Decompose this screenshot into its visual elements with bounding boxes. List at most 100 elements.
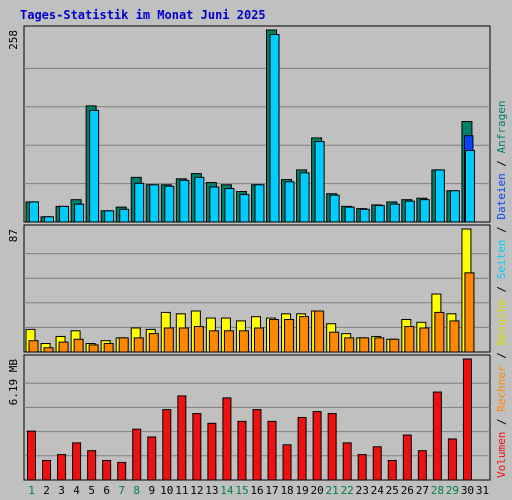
- x-tick-label: 27: [416, 484, 429, 497]
- legend-separator: /: [495, 220, 508, 240]
- bar-seiten: [374, 205, 385, 223]
- x-tick-label: 28: [431, 484, 444, 497]
- bar-seiten: [89, 109, 100, 223]
- bar-seiten: [284, 181, 295, 223]
- bar-seiten: [74, 203, 85, 223]
- bar-seiten: [254, 184, 265, 223]
- bar-seiten: [464, 150, 475, 223]
- panel-bottom: 6.19 MB: [7, 354, 491, 481]
- x-tick-label: 5: [88, 484, 95, 497]
- bar-seiten: [29, 201, 39, 223]
- x-tick-label: 14: [220, 484, 234, 497]
- bar-seiten: [359, 208, 370, 223]
- bar-seiten: [119, 208, 130, 223]
- x-tick-label: 29: [446, 484, 459, 497]
- x-tick-label: 19: [295, 484, 308, 497]
- bar-seiten: [329, 194, 340, 223]
- bar-volumen: [402, 434, 412, 481]
- x-tick-label: 9: [148, 484, 155, 497]
- x-tick-label: 23: [356, 484, 369, 497]
- bar-rechner: [374, 337, 385, 353]
- x-tick-label: 26: [401, 484, 414, 497]
- bar-volumen: [177, 395, 187, 481]
- bar-seiten: [149, 184, 160, 223]
- panel-middle: 87: [7, 224, 491, 353]
- bar-volumen: [267, 420, 277, 481]
- bar-volumen: [192, 413, 202, 481]
- bar-seiten: [224, 188, 235, 223]
- legend-item: Dateien: [495, 173, 508, 219]
- bar-volumen: [297, 416, 307, 481]
- bar-volumen: [132, 428, 142, 481]
- bar-rechner: [449, 320, 460, 353]
- bar-volumen: [207, 422, 217, 481]
- bar-volumen: [447, 438, 457, 481]
- legend-text: Volumen / Rechner / Besuche / Seiten / D…: [495, 100, 508, 478]
- bar-volumen: [57, 454, 67, 481]
- bar-rechner: [329, 331, 340, 353]
- bar-rechner: [73, 338, 84, 353]
- bar-seiten: [434, 169, 445, 223]
- x-tick-label: 20: [311, 484, 324, 497]
- legend-separator: /: [495, 153, 508, 173]
- bar-seiten: [449, 190, 460, 223]
- x-tick-label: 8: [133, 484, 140, 497]
- bar-rechner: [223, 330, 234, 353]
- bar-volumen: [417, 450, 427, 481]
- x-tick-label: 21: [326, 484, 339, 497]
- bar-rechner: [178, 327, 189, 353]
- bar-volumen: [327, 413, 337, 481]
- x-tick-label: 10: [160, 484, 173, 497]
- bar-seiten: [239, 193, 250, 223]
- bar-rechner: [389, 338, 400, 353]
- bar-rechner: [299, 316, 310, 353]
- legend-separator: /: [495, 279, 508, 299]
- chart-title: Tages-Statistik im Monat Juni 2025: [20, 8, 266, 22]
- bar-rechner: [193, 326, 204, 353]
- bar-seiten: [404, 200, 415, 223]
- bar-rechner: [118, 337, 129, 353]
- x-tick-label: 7: [118, 484, 125, 497]
- bar-rechner: [28, 340, 39, 353]
- bar-volumen: [372, 446, 382, 481]
- x-tick-label: 25: [386, 484, 399, 497]
- legend-separator: /: [495, 412, 508, 432]
- bar-seiten: [44, 216, 55, 223]
- bar-rechner: [43, 347, 54, 353]
- bar-volumen: [312, 411, 322, 481]
- bar-volumen: [72, 442, 82, 481]
- bar-seiten: [209, 186, 220, 223]
- bar-rechner: [359, 337, 370, 353]
- bar-rechner: [314, 310, 325, 353]
- bar-seiten: [314, 141, 325, 223]
- bar-volumen: [342, 442, 352, 481]
- panel-max-label: 6.19 MB: [7, 359, 20, 406]
- bar-seiten: [389, 203, 400, 223]
- bar-volumen: [282, 444, 292, 481]
- bar-rechner: [253, 327, 264, 353]
- bar-seiten: [269, 33, 280, 223]
- bar-volumen: [237, 420, 247, 481]
- x-tick-label: 1: [28, 484, 35, 497]
- x-tick-label: 16: [250, 484, 263, 497]
- x-tick-label: 17: [265, 484, 278, 497]
- x-tick-label: 2: [43, 484, 50, 497]
- bar-rechner: [344, 337, 355, 353]
- bar-seiten: [59, 205, 70, 223]
- bar-rechner: [434, 311, 445, 353]
- bar-rechner: [238, 330, 249, 353]
- bar-volumen: [462, 358, 472, 481]
- bar-rechner: [419, 327, 430, 353]
- bar-seiten: [299, 172, 310, 223]
- x-tick-label: 24: [371, 484, 385, 497]
- x-tick-label: 22: [341, 484, 354, 497]
- x-tick-label: 13: [205, 484, 218, 497]
- bar-seiten: [164, 185, 175, 223]
- bar-rechner: [88, 344, 99, 353]
- bar-volumen: [387, 459, 397, 481]
- bar-rechner: [464, 272, 475, 353]
- bar-volumen: [102, 459, 112, 481]
- bar-volumen: [222, 397, 232, 481]
- x-tick-label: 31: [476, 484, 489, 497]
